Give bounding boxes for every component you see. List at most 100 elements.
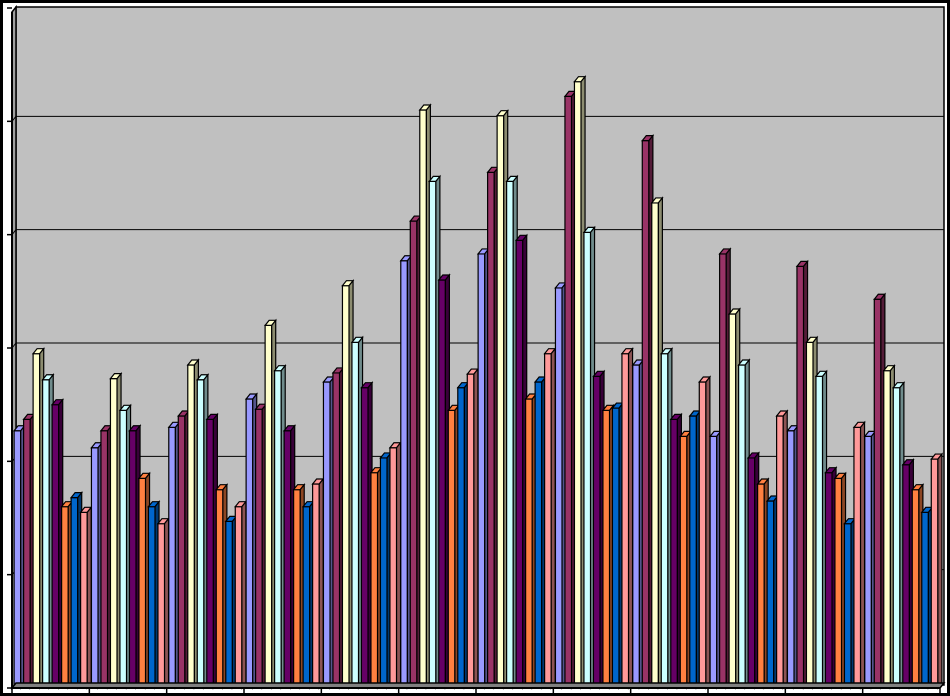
bar-front: [883, 370, 891, 689]
bar-side: [859, 420, 866, 690]
bar-front: [632, 364, 640, 689]
bar-front: [283, 430, 292, 689]
bar-side: [163, 516, 170, 690]
bar-side: [705, 375, 711, 690]
bar-front: [351, 341, 360, 689]
bar-front: [921, 511, 929, 689]
bar-front: [853, 426, 862, 689]
bar-front: [332, 372, 341, 689]
bar-front: [128, 430, 137, 689]
bar-front: [592, 375, 601, 689]
bar-front: [728, 313, 737, 689]
bar-front: [670, 418, 678, 689]
bar-front: [42, 379, 50, 689]
bar-front: [641, 140, 650, 689]
bar-front: [843, 523, 852, 689]
bar-front: [457, 387, 465, 689]
bar-side: [395, 441, 402, 690]
bar: [79, 505, 93, 690]
bar-front: [515, 239, 524, 689]
bar-front: [389, 447, 398, 689]
bar-front: [322, 381, 331, 689]
bar-front: [824, 472, 833, 689]
bar-front: [206, 418, 214, 689]
bar-front: [341, 285, 350, 689]
bar-front: [651, 202, 659, 689]
bar-front: [234, 506, 243, 689]
bar-front: [573, 81, 582, 689]
bar: [698, 375, 712, 690]
bar-front: [138, 477, 147, 689]
bar-front: [564, 95, 573, 689]
bar: [388, 441, 402, 690]
axes: [7, 7, 946, 693]
bar-front: [477, 253, 486, 689]
bar-front: [698, 381, 707, 689]
bar-side: [937, 452, 943, 690]
bar: [234, 499, 248, 690]
bar-front: [264, 324, 273, 689]
bar: [775, 409, 789, 690]
bar-front: [255, 408, 263, 689]
bar-front: [187, 364, 195, 689]
bar-front: [13, 430, 22, 689]
bar-front: [766, 500, 775, 689]
bar: [156, 516, 170, 690]
bar-side: [627, 346, 634, 690]
bar-front: [747, 457, 756, 689]
bar-front: [689, 415, 697, 689]
bar-front: [534, 381, 543, 689]
bar-front: [400, 260, 408, 689]
bar-front: [70, 497, 79, 689]
bar-front: [32, 353, 41, 689]
bar-front: [757, 483, 765, 689]
bar: [620, 346, 634, 690]
bar-front: [61, 506, 69, 689]
bar-front: [312, 483, 320, 689]
bar-front: [892, 387, 901, 689]
bar-front: [438, 279, 446, 689]
bar-front: [611, 407, 620, 689]
bar: [852, 420, 866, 690]
bar: [466, 367, 480, 690]
bars: [12, 74, 944, 690]
bar-front: [815, 375, 824, 689]
bar-side: [782, 409, 788, 690]
bar-front: [360, 387, 369, 689]
bar-front: [496, 115, 505, 689]
bar-front: [245, 398, 254, 689]
bar-front: [873, 298, 882, 689]
bar-front: [147, 506, 156, 689]
bar-front: [506, 180, 514, 689]
bar: [311, 477, 325, 690]
bar-front: [679, 435, 688, 689]
bar-front: [119, 409, 128, 689]
bar-front: [583, 231, 592, 689]
bar-front: [719, 253, 727, 689]
bar-front: [302, 506, 311, 689]
bar-front: [466, 373, 475, 689]
bar-front: [225, 520, 233, 689]
bar: [930, 452, 944, 690]
bar-side: [550, 346, 556, 690]
bar-front: [834, 477, 843, 689]
bar-side: [241, 499, 247, 690]
bar-front: [738, 364, 746, 689]
bar-front: [786, 430, 795, 689]
bar-front: [796, 265, 805, 689]
bar-front: [660, 353, 669, 689]
bar-front: [554, 287, 563, 689]
bar-front: [51, 404, 60, 689]
bar-side: [473, 367, 479, 690]
bar-front: [447, 409, 456, 689]
bar-front: [409, 220, 418, 689]
bar-front: [621, 353, 630, 689]
bar-front: [379, 457, 388, 689]
bar-front: [168, 426, 176, 689]
bar-side: [318, 477, 324, 690]
bar-front: [293, 489, 301, 689]
bar: [543, 346, 557, 690]
bar-front: [100, 430, 109, 689]
